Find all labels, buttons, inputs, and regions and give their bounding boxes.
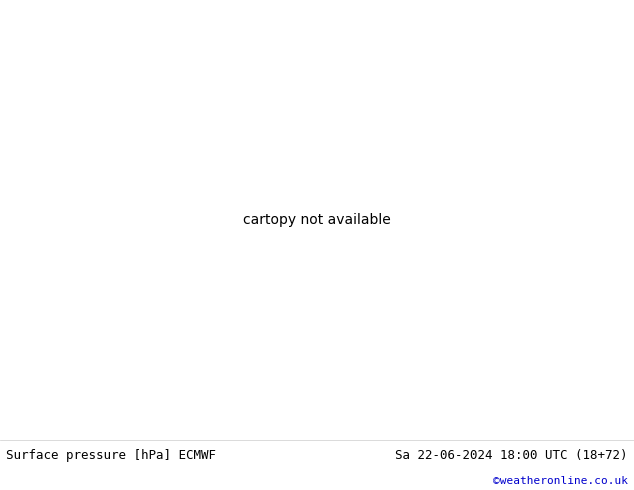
Text: ©weatheronline.co.uk: ©weatheronline.co.uk [493, 476, 628, 486]
Text: cartopy not available: cartopy not available [243, 213, 391, 227]
Text: Sa 22-06-2024 18:00 UTC (18+72): Sa 22-06-2024 18:00 UTC (18+72) [395, 448, 628, 462]
Text: Surface pressure [hPa] ECMWF: Surface pressure [hPa] ECMWF [6, 448, 216, 462]
